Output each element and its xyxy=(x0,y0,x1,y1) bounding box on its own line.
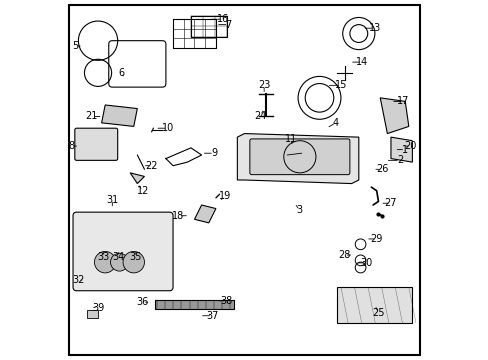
Text: 38: 38 xyxy=(220,296,232,306)
Text: 35: 35 xyxy=(129,252,142,262)
Text: 22: 22 xyxy=(145,161,158,171)
Text: 7: 7 xyxy=(225,19,231,30)
Text: 11: 11 xyxy=(284,134,296,144)
Text: 36: 36 xyxy=(136,297,148,307)
Polygon shape xyxy=(194,205,216,223)
Text: 34: 34 xyxy=(112,252,124,262)
Bar xyxy=(155,300,233,309)
Text: 1: 1 xyxy=(401,145,407,155)
Text: 10: 10 xyxy=(161,123,173,133)
Text: 30: 30 xyxy=(359,258,371,268)
Text: 17: 17 xyxy=(396,96,409,107)
Text: 20: 20 xyxy=(404,141,416,151)
Text: 13: 13 xyxy=(368,23,380,33)
Text: 37: 37 xyxy=(206,311,218,321)
Text: 18: 18 xyxy=(172,211,184,221)
Text: 28: 28 xyxy=(338,250,350,260)
Polygon shape xyxy=(380,98,408,134)
Polygon shape xyxy=(102,105,137,126)
Bar xyxy=(173,19,216,48)
Text: 8: 8 xyxy=(68,141,74,151)
FancyBboxPatch shape xyxy=(75,128,118,160)
Polygon shape xyxy=(87,310,98,318)
Text: 31: 31 xyxy=(106,195,118,204)
Text: 33: 33 xyxy=(97,252,109,262)
Circle shape xyxy=(94,251,116,273)
Text: 5: 5 xyxy=(72,41,78,51)
Bar xyxy=(190,16,226,37)
Text: 19: 19 xyxy=(218,191,230,201)
Circle shape xyxy=(123,251,144,273)
Text: 39: 39 xyxy=(92,302,104,312)
Text: 6: 6 xyxy=(118,68,124,78)
Circle shape xyxy=(110,253,128,271)
Polygon shape xyxy=(237,134,358,184)
Text: 32: 32 xyxy=(72,275,84,285)
Text: 15: 15 xyxy=(334,80,346,90)
FancyBboxPatch shape xyxy=(249,139,349,175)
Polygon shape xyxy=(390,137,411,162)
Text: 27: 27 xyxy=(384,198,396,208)
Polygon shape xyxy=(337,287,411,323)
Text: 12: 12 xyxy=(136,186,148,196)
Text: 14: 14 xyxy=(356,57,368,67)
FancyBboxPatch shape xyxy=(73,212,173,291)
Text: 25: 25 xyxy=(371,308,384,318)
Text: 2: 2 xyxy=(396,156,402,165)
Text: 3: 3 xyxy=(296,205,302,215)
Text: 9: 9 xyxy=(211,148,217,158)
Polygon shape xyxy=(130,173,144,184)
Text: 26: 26 xyxy=(375,164,387,174)
Text: 4: 4 xyxy=(332,118,338,128)
Text: 23: 23 xyxy=(258,80,270,90)
Text: 16: 16 xyxy=(217,14,229,24)
Text: 24: 24 xyxy=(254,111,266,121)
Text: 21: 21 xyxy=(85,111,98,121)
Text: 29: 29 xyxy=(370,234,382,244)
